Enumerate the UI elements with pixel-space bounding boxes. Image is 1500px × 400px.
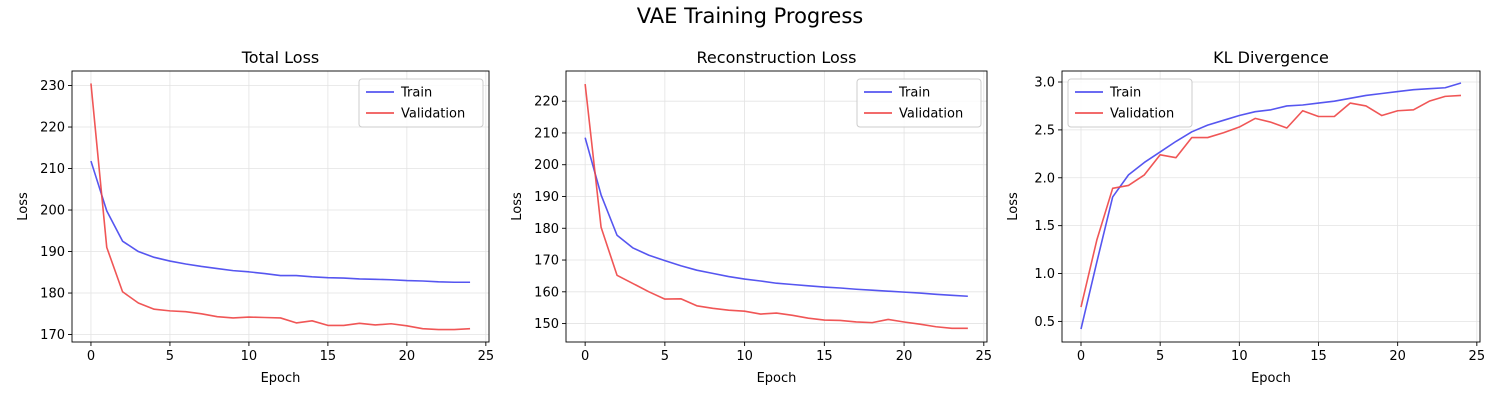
y-axis-label: Loss [16,192,31,221]
y-tick-label: 1.5 [1034,219,1055,234]
x-tick-label: 25 [976,349,993,364]
x-axis-label: Epoch [757,371,797,386]
series-line-validation [584,83,968,330]
y-tick-label: 210 [40,162,65,177]
x-tick-label: 15 [1310,349,1327,364]
legend-label-train: Train [898,86,930,101]
legend: Train Validation [1067,78,1193,128]
y-tick-label: 160 [534,285,559,300]
x-tick-label: 10 [736,349,753,364]
chart-title: Reconstruction Loss [697,48,857,67]
x-tick-label: 20 [896,349,913,364]
x-tick-label: 10 [1231,349,1248,364]
y-tick-label: 150 [534,317,559,332]
y-tick-label: 220 [534,95,559,110]
figure-title: VAE Training Progress [636,4,864,28]
x-tick-label: 5 [1156,349,1164,364]
x-axis-label: Epoch [1251,371,1291,386]
legend-label-train: Train [1109,86,1141,101]
y-tick-label: 3.0 [1034,76,1055,91]
y-tick-label: 2.5 [1034,123,1055,138]
legend: Train Validation [358,78,484,128]
legend-box [1067,78,1193,128]
y-tick-label: 230 [40,79,65,94]
y-tick-label: 170 [40,328,65,343]
y-tick-label: 220 [40,121,65,136]
series-line-validation [90,83,471,331]
x-tick-label: 5 [166,349,174,364]
plot-frame [1061,70,1481,343]
x-tick-label: 15 [816,349,833,364]
y-tick-label: 180 [534,222,559,237]
y-tick-label: 2.0 [1034,171,1055,186]
x-tick-label: 0 [1077,349,1085,364]
y-tick-label: 180 [40,287,65,302]
x-tick-label: 25 [1469,349,1486,364]
x-tick-label: 10 [241,349,258,364]
legend-box [856,78,982,128]
y-tick-label: 170 [534,254,559,269]
x-tick-label: 25 [478,349,495,364]
legend-label-train: Train [400,86,432,101]
y-tick-label: 210 [534,126,559,141]
legend-label-validation: Validation [899,107,963,122]
y-tick-label: 200 [40,204,65,219]
legend-label-validation: Validation [1110,107,1174,122]
plot-frame [71,70,490,343]
y-tick-label: 190 [534,190,559,205]
chart-panel-3: 0 5 10 15 20 25 0.5 1.0 1.5 2.0 2.5 3.0 KL Divergenc… [1006,48,1485,386]
x-tick-label: 0 [87,349,95,364]
chart-title: KL Divergence [1213,48,1329,67]
chart-panel-2: 0 5 10 15 20 25 150 160 170 180 190 200 210 220 Recons… [510,48,992,386]
legend-box [358,78,484,128]
y-tick-label: 200 [534,158,559,173]
series-line-validation [1080,94,1462,308]
series-line-train [90,160,471,284]
series-line-train [584,137,968,298]
x-tick-label: 0 [581,349,589,364]
x-tick-label: 15 [320,349,337,364]
y-tick-label: 0.5 [1034,315,1055,330]
chart-title: Total Loss [241,48,320,67]
plot-frame [565,70,988,343]
x-tick-label: 20 [399,349,416,364]
y-tick-label: 190 [40,245,65,260]
y-tick-label: 1.0 [1034,267,1055,282]
x-axis-label: Epoch [261,371,301,386]
x-tick-label: 5 [661,349,669,364]
series-line-train [1080,82,1462,330]
chart-panel-1: 0 5 10 15 20 25 170 180 190 200 210 220 230 Total Los… [16,48,494,386]
y-axis-label: Loss [1006,192,1021,221]
x-tick-label: 20 [1389,349,1406,364]
y-axis-label: Loss [510,192,525,221]
legend-label-validation: Validation [401,107,465,122]
legend: Train Validation [856,78,982,128]
